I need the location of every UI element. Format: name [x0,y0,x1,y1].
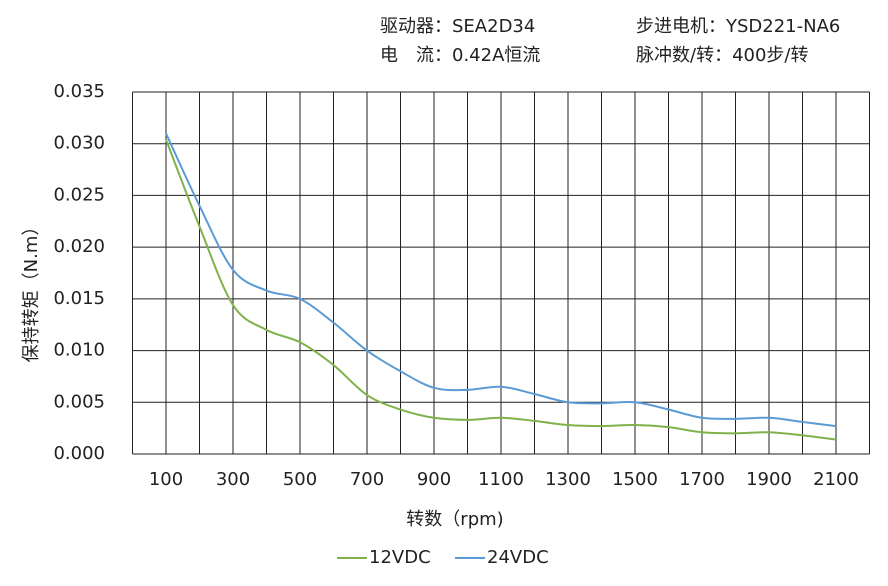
x-tick-label: 1300 [545,469,591,490]
x-tick-label: 100 [149,469,183,490]
series-line [165,132,837,428]
y-tick-label: 0.035 [53,81,105,102]
x-tick-label: 1700 [679,469,725,490]
x-axis-label: 转数（rpm) [406,509,503,530]
legend-label: 12VDC [369,547,431,568]
y-tick-label: 0.010 [53,340,105,361]
y-tick-label: 0.025 [53,184,105,205]
x-tick-label: 900 [417,469,451,490]
annotation: 驱动器：SEA2D34 [380,16,535,37]
y-tick-label: 0.015 [53,288,105,309]
y-tick-label: 0.005 [53,391,105,412]
y-tick-label: 0.000 [53,443,105,464]
x-tick-label: 1100 [478,469,524,490]
x-tick-label: 700 [350,469,384,490]
series-line [165,139,837,441]
annotation: 电 流：0.42A恒流 [380,45,540,66]
y-axis-label: 保持转矩（N.m） [21,218,42,363]
x-tick-label: 1500 [612,469,658,490]
y-tick-label: 0.020 [53,236,105,257]
y-tick-label: 0.030 [53,133,105,154]
x-tick-label: 1900 [746,469,792,490]
x-tick-label: 500 [283,469,317,490]
x-tick-label: 2100 [813,469,859,490]
legend-label: 24VDC [487,547,549,568]
annotation: 脉冲数/转：400步/转 [636,45,809,66]
annotation: 步进电机：YSD221-NA6 [636,16,840,37]
x-tick-label: 300 [216,469,250,490]
